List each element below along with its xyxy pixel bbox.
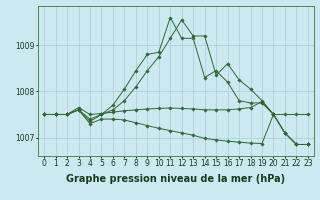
- X-axis label: Graphe pression niveau de la mer (hPa): Graphe pression niveau de la mer (hPa): [67, 174, 285, 184]
